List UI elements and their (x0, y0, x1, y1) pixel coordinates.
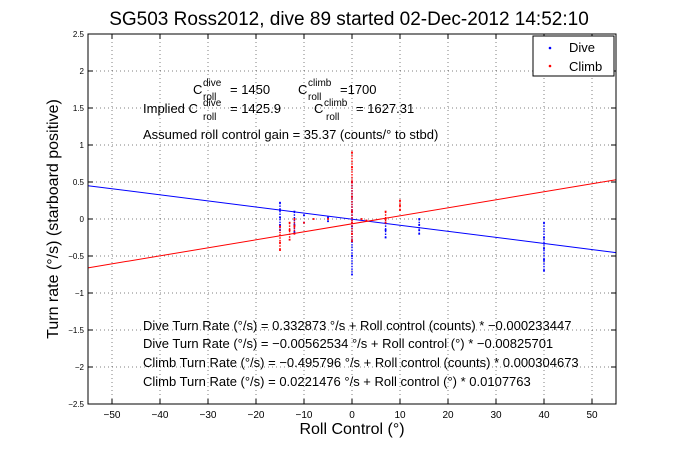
climb-data-point (360, 218, 363, 220)
climb-fit-counts: Climb Turn Rate (°/s) = −0.495796 °/s + … (143, 355, 579, 370)
y-tick-label: 1.5 (73, 104, 85, 113)
x-tick-label: −30 (200, 410, 217, 421)
x-tick-label: 10 (394, 410, 406, 421)
x-tick-label: −20 (248, 410, 265, 421)
cclimb-value: =1700 (340, 82, 377, 97)
implied-climb-label: C (314, 101, 323, 116)
climb-data-point (384, 221, 387, 224)
climb-data-point (365, 219, 368, 222)
implied-dive-sub: roll (203, 112, 216, 123)
y-tick-label: −2.5 (68, 400, 84, 409)
implied-dive-value: = 1425.9 (230, 101, 281, 116)
y-tick-label: 2 (80, 67, 85, 76)
dive-fit-line (87, 185, 617, 254)
cclimb-sup: climb (308, 78, 332, 89)
y-tick-label: 1 (80, 141, 85, 150)
y-tick-label: −1.5 (68, 326, 84, 335)
cclimb-sub: roll (308, 92, 321, 103)
climb-data-point (399, 209, 401, 212)
y-tick-label: 0.5 (73, 178, 85, 187)
dive-data-point (293, 231, 296, 234)
climb-data-point (279, 249, 281, 251)
climb-data-point (399, 204, 401, 207)
legend-marker-dive (548, 46, 552, 50)
dive-fit-counts: Dive Turn Rate (°/s) = 0.332873 °/s + Ro… (143, 318, 571, 333)
dive-data-point (384, 229, 387, 231)
dive-data-point (543, 269, 545, 272)
legend: Dive Climb (532, 35, 615, 77)
y-tick-label: 2.5 (73, 30, 85, 39)
implied-climb-value: = 1627.31 (356, 101, 414, 116)
x-tick-label: 50 (586, 410, 598, 421)
legend-marker-climb (548, 64, 552, 68)
chart-title: SG503 Ross2012, dive 89 started 02-Dec-2… (109, 9, 589, 30)
legend-label-climb: Climb (569, 59, 602, 74)
dive-data-point (543, 247, 545, 250)
implied-climb-sup: climb (324, 98, 348, 109)
dive-data-point (327, 220, 329, 223)
x-tick-label: 40 (538, 410, 550, 421)
y-axis-label: Turn rate (°/s) (starboard positive) (45, 99, 62, 339)
x-tick-label: −10 (296, 410, 313, 421)
dive-data-point (543, 258, 545, 261)
y-tick-label: −0.5 (68, 252, 84, 261)
assumed-gain-text: Assumed roll control gain = 35.37 (count… (143, 127, 438, 142)
dive-data-point (303, 214, 305, 217)
x-tick-label: 0 (349, 410, 355, 421)
implied-dive-sup: dive (203, 98, 222, 109)
climb-fit-degrees: Climb Turn Rate (°/s) = 0.0221476 °/s + … (143, 374, 531, 389)
y-tick-label: −2 (75, 363, 85, 372)
cclimb-label: C (298, 82, 307, 97)
dive-fit-degrees: Dive Turn Rate (°/s) = −0.00562534 °/s +… (143, 336, 553, 351)
cdive-sub: roll (203, 92, 216, 103)
climb-data-point (288, 229, 291, 231)
climb-data-point (351, 240, 353, 243)
climb-data-point (384, 218, 387, 220)
climb-data-point (293, 225, 296, 228)
cdive-sup: dive (203, 78, 222, 89)
x-axis-label: Roll Control (°) (299, 421, 404, 438)
fit-equations: Dive Turn Rate (°/s) = 0.332873 °/s + Ro… (143, 318, 579, 389)
data-points (279, 151, 545, 276)
x-tick-label: −50 (104, 410, 121, 421)
legend-box (532, 35, 615, 77)
implied-prefix: Implied C (143, 101, 198, 116)
climb-data-point (303, 221, 305, 224)
roll-coefficient-annotations: C dive roll = 1450 C climb roll =1700 Im… (143, 78, 438, 142)
dive-data-point (279, 209, 281, 212)
y-tick-label: −1 (75, 289, 85, 298)
y-tick-label: 0 (80, 215, 85, 224)
x-tick-label: 30 (490, 410, 502, 421)
x-tick-label: −40 (152, 410, 169, 421)
cdive-value: = 1450 (230, 82, 270, 97)
x-tick-label: 20 (442, 410, 454, 421)
legend-label-dive: Dive (569, 40, 595, 55)
axis-ticks: −50 −40 −30 −20 −10 0 10 20 30 40 50−2.5−2−1.5−1−0… (68, 30, 616, 421)
cdive-label: C (193, 82, 202, 97)
climb-data-point (351, 181, 353, 183)
dive-data-point (327, 216, 329, 219)
climb-data-point (327, 218, 329, 220)
climb-data-point (351, 210, 353, 213)
climb-data-point (312, 218, 315, 220)
implied-climb-sub: roll (326, 112, 339, 123)
